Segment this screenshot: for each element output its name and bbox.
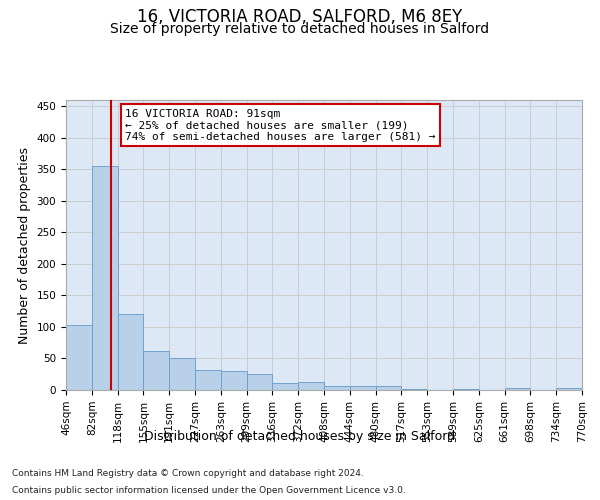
Text: 16, VICTORIA ROAD, SALFORD, M6 8EY: 16, VICTORIA ROAD, SALFORD, M6 8EY [137, 8, 463, 26]
Bar [556, 388, 582, 390]
Bar [376, 386, 401, 390]
Bar [272, 383, 298, 390]
Text: Contains HM Land Registry data © Crown copyright and database right 2024.: Contains HM Land Registry data © Crown c… [12, 468, 364, 477]
Bar [143, 351, 169, 390]
Bar [169, 358, 195, 390]
Bar [247, 374, 272, 390]
Y-axis label: Number of detached properties: Number of detached properties [18, 146, 31, 344]
Bar [66, 325, 92, 390]
Bar [350, 386, 376, 390]
Text: Contains public sector information licensed under the Open Government Licence v3: Contains public sector information licen… [12, 486, 406, 495]
Text: 16 VICTORIA ROAD: 91sqm
← 25% of detached houses are smaller (199)
74% of semi-d: 16 VICTORIA ROAD: 91sqm ← 25% of detache… [125, 108, 436, 142]
Bar [221, 371, 247, 390]
Bar [118, 314, 143, 390]
Text: Size of property relative to detached houses in Salford: Size of property relative to detached ho… [110, 22, 490, 36]
Bar [505, 388, 530, 390]
Bar [401, 388, 427, 390]
Bar [453, 388, 479, 390]
Bar [195, 370, 221, 390]
Bar [92, 166, 118, 390]
Bar [324, 386, 350, 390]
Text: Distribution of detached houses by size in Salford: Distribution of detached houses by size … [145, 430, 455, 443]
Bar [298, 382, 324, 390]
